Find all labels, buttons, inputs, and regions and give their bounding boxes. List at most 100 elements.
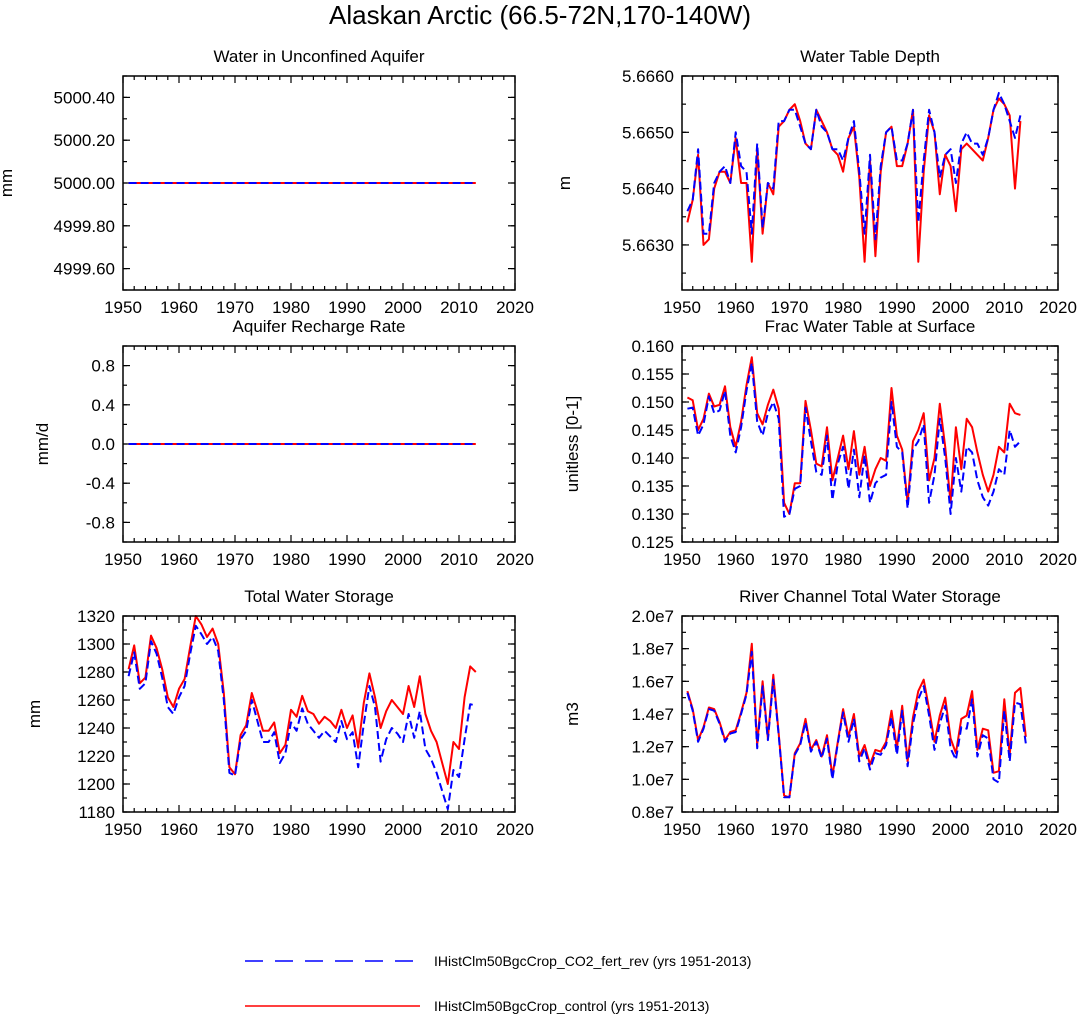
- panel-title: Frac Water Table at Surface: [765, 317, 976, 336]
- y-tick-label: 0.135: [631, 477, 674, 496]
- x-tick-label: 1950: [663, 550, 701, 569]
- y-tick-label: 1220: [77, 747, 115, 766]
- panel-title: River Channel Total Water Storage: [739, 587, 1001, 606]
- y-tick-label: 5.6660: [622, 67, 674, 86]
- y-tick-label: 1200: [77, 775, 115, 794]
- legend-label-1: IHistClm50BgcCrop_CO2_fert_rev (yrs 1951…: [434, 953, 751, 969]
- x-tick-label: 1960: [717, 550, 755, 569]
- y-axis-label: unitless [0-1]: [563, 396, 582, 492]
- x-tick-label: 1990: [328, 298, 366, 317]
- y-tick-label: 4999.60: [54, 260, 115, 279]
- y-tick-label: 5.6640: [622, 180, 674, 199]
- x-tick-label: 1950: [663, 298, 701, 317]
- y-tick-label: 0.0: [91, 435, 115, 454]
- x-tick-label: 1970: [216, 550, 254, 569]
- x-tick-label: 1970: [771, 298, 809, 317]
- x-tick-label: 2020: [1039, 550, 1077, 569]
- y-tick-label: 5.6650: [622, 123, 674, 142]
- plot-frame: [681, 615, 1059, 813]
- y-tick-label: 4999.80: [54, 217, 115, 236]
- y-tick-label: 1260: [77, 691, 115, 710]
- x-tick-label: 1970: [771, 820, 809, 839]
- x-tick-label: 1950: [104, 550, 142, 569]
- y-tick-label: -0.4: [86, 474, 115, 493]
- x-tick-label: 1980: [272, 820, 310, 839]
- y-tick-label: 1240: [77, 719, 115, 738]
- y-tick-label: 1280: [77, 663, 115, 682]
- x-tick-label: 1960: [160, 820, 198, 839]
- y-tick-label: 5000.00: [54, 174, 115, 193]
- x-tick-label: 1950: [663, 820, 701, 839]
- x-tick-label: 1980: [824, 298, 862, 317]
- x-tick-label: 2020: [1039, 298, 1077, 317]
- y-tick-label: 5.6630: [622, 236, 674, 255]
- series-co2: [687, 361, 1022, 518]
- x-tick-label: 1970: [771, 550, 809, 569]
- series-co2: [686, 91, 1022, 241]
- axes: [681, 615, 1059, 813]
- panel-4: Frac Water Table at Surface unitless [0-1…: [563, 317, 1077, 569]
- panel-2: Water Table Depth m 1950 1960 1970 1980 1990 20…: [555, 47, 1077, 317]
- x-tick-label: 2020: [1039, 820, 1077, 839]
- legend-label-2: IHistClm50BgcCrop_control (yrs 1951-2013…: [434, 998, 709, 1014]
- y-axis-label: mm: [0, 169, 16, 197]
- y-tick-label: 2.0e7: [631, 607, 674, 626]
- x-tick-label: 2010: [985, 550, 1023, 569]
- y-tick-label: 0.125: [631, 533, 674, 552]
- x-tick-label: 1980: [272, 550, 310, 569]
- y-tick-label: 5000.40: [54, 88, 115, 107]
- panel-1: Water in Unconfined Aquifer mm 1950 1960 197…: [0, 47, 534, 317]
- panel-5: Total Water Storage mm 1950 1960 1970 1980 199…: [25, 587, 534, 839]
- x-tick-label: 2000: [384, 820, 422, 839]
- series-co2: [686, 650, 1027, 799]
- x-tick-label: 1990: [328, 820, 366, 839]
- x-tick-label: 1960: [160, 550, 198, 569]
- y-tick-label: 1.8e7: [631, 640, 674, 659]
- panel-title: Total Water Storage: [244, 587, 394, 606]
- y-tick-label: 0.130: [631, 505, 674, 524]
- y-axis-label: mm: [25, 700, 44, 728]
- series-co2: [127, 624, 477, 811]
- y-tick-label: 0.8: [91, 357, 115, 376]
- panel-title: Aquifer Recharge Rate: [233, 317, 406, 336]
- x-tick-label: 1980: [824, 820, 862, 839]
- x-tick-label: 2000: [932, 820, 970, 839]
- y-tick-label: 5000.20: [54, 131, 115, 150]
- y-tick-label: 1.2e7: [631, 738, 674, 757]
- x-tick-label: 1950: [104, 820, 142, 839]
- panel-title: Water Table Depth: [800, 47, 940, 66]
- x-tick-label: 1980: [272, 298, 310, 317]
- x-tick-label: 2010: [440, 550, 478, 569]
- x-tick-label: 2010: [985, 820, 1023, 839]
- panel-title: Water in Unconfined Aquifer: [213, 47, 424, 66]
- axes: [122, 75, 516, 291]
- x-tick-label: 1990: [878, 298, 916, 317]
- x-tick-label: 1960: [160, 298, 198, 317]
- x-tick-label: 1990: [328, 550, 366, 569]
- y-tick-label: 1.4e7: [631, 705, 674, 724]
- y-tick-label: 1.0e7: [631, 770, 674, 789]
- y-tick-label: 0.4: [91, 396, 115, 415]
- plot-frame: [122, 75, 516, 291]
- y-axis-label: m: [555, 176, 574, 190]
- x-tick-label: 1990: [878, 820, 916, 839]
- series-control: [127, 615, 477, 785]
- x-tick-label: 2010: [985, 298, 1023, 317]
- figure-title: Alaskan Arctic (66.5-72N,170-140W): [329, 0, 751, 30]
- y-tick-label: 0.8e7: [631, 803, 674, 822]
- y-tick-label: 0.140: [631, 449, 674, 468]
- y-tick-label: -0.8: [86, 513, 115, 532]
- x-tick-label: 2010: [440, 298, 478, 317]
- x-tick-label: 1950: [104, 298, 142, 317]
- x-tick-label: 2010: [440, 820, 478, 839]
- x-tick-label: 2000: [384, 298, 422, 317]
- y-tick-label: 0.150: [631, 393, 674, 412]
- y-tick-label: 1180: [78, 803, 115, 822]
- y-axis-label: mm/d: [33, 423, 52, 466]
- panel-3: Aquifer Recharge Rate mm/d 1950 1960 1970 198…: [33, 317, 534, 569]
- y-tick-label: 0.155: [631, 365, 674, 384]
- x-tick-label: 1970: [216, 820, 254, 839]
- legend: IHistClm50BgcCrop_CO2_fert_rev (yrs 1951…: [245, 953, 751, 1014]
- axes: [681, 345, 1059, 543]
